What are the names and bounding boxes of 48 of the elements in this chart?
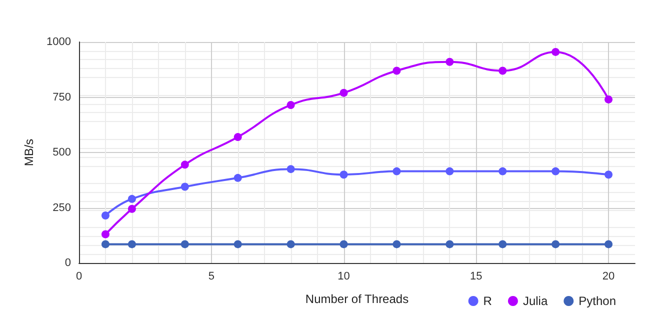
- point: [180, 240, 189, 248]
- x-tick-label: 15: [470, 270, 482, 282]
- legend-label: Python: [578, 294, 616, 308]
- x-tick-label: 5: [208, 270, 214, 282]
- point: [101, 240, 110, 248]
- point: [498, 240, 507, 248]
- point: [286, 240, 295, 248]
- x-axis-title: Number of Threads: [305, 292, 409, 306]
- point: [392, 66, 401, 75]
- y-tick-label: 0: [64, 257, 71, 269]
- point: [101, 211, 110, 220]
- point: [498, 66, 507, 75]
- point: [392, 240, 401, 248]
- point: [180, 160, 189, 169]
- point: [392, 167, 401, 176]
- point: [286, 165, 295, 174]
- x-tick-label: 10: [338, 270, 350, 282]
- point: [340, 88, 348, 97]
- x-tick-label: 0: [76, 270, 82, 282]
- point: [552, 167, 560, 176]
- point: [552, 240, 560, 248]
- point: [234, 240, 242, 248]
- point: [552, 48, 560, 56]
- y-axis-title: MB/s: [22, 138, 36, 166]
- point: [604, 240, 613, 248]
- point: [180, 182, 189, 191]
- point: [446, 58, 454, 66]
- point: [128, 240, 136, 248]
- point: [604, 170, 613, 179]
- point: [498, 167, 507, 176]
- x-tick-label: 20: [602, 270, 615, 282]
- y-tick-label: 500: [52, 146, 71, 158]
- legend-label: Julia: [522, 294, 548, 308]
- point: [446, 240, 454, 248]
- y-tick-label: 250: [52, 202, 71, 214]
- point: [340, 240, 348, 248]
- point: [340, 170, 348, 179]
- point: [234, 174, 242, 182]
- point: [101, 230, 110, 238]
- point: [446, 167, 454, 176]
- point: [128, 204, 136, 213]
- y-tick-label: 750: [52, 91, 71, 104]
- point: [286, 100, 295, 109]
- legend-label: R: [483, 294, 492, 308]
- point: [128, 194, 136, 203]
- point: [604, 95, 613, 104]
- point: [234, 133, 242, 142]
- y-tick-label: 1000: [46, 36, 71, 48]
